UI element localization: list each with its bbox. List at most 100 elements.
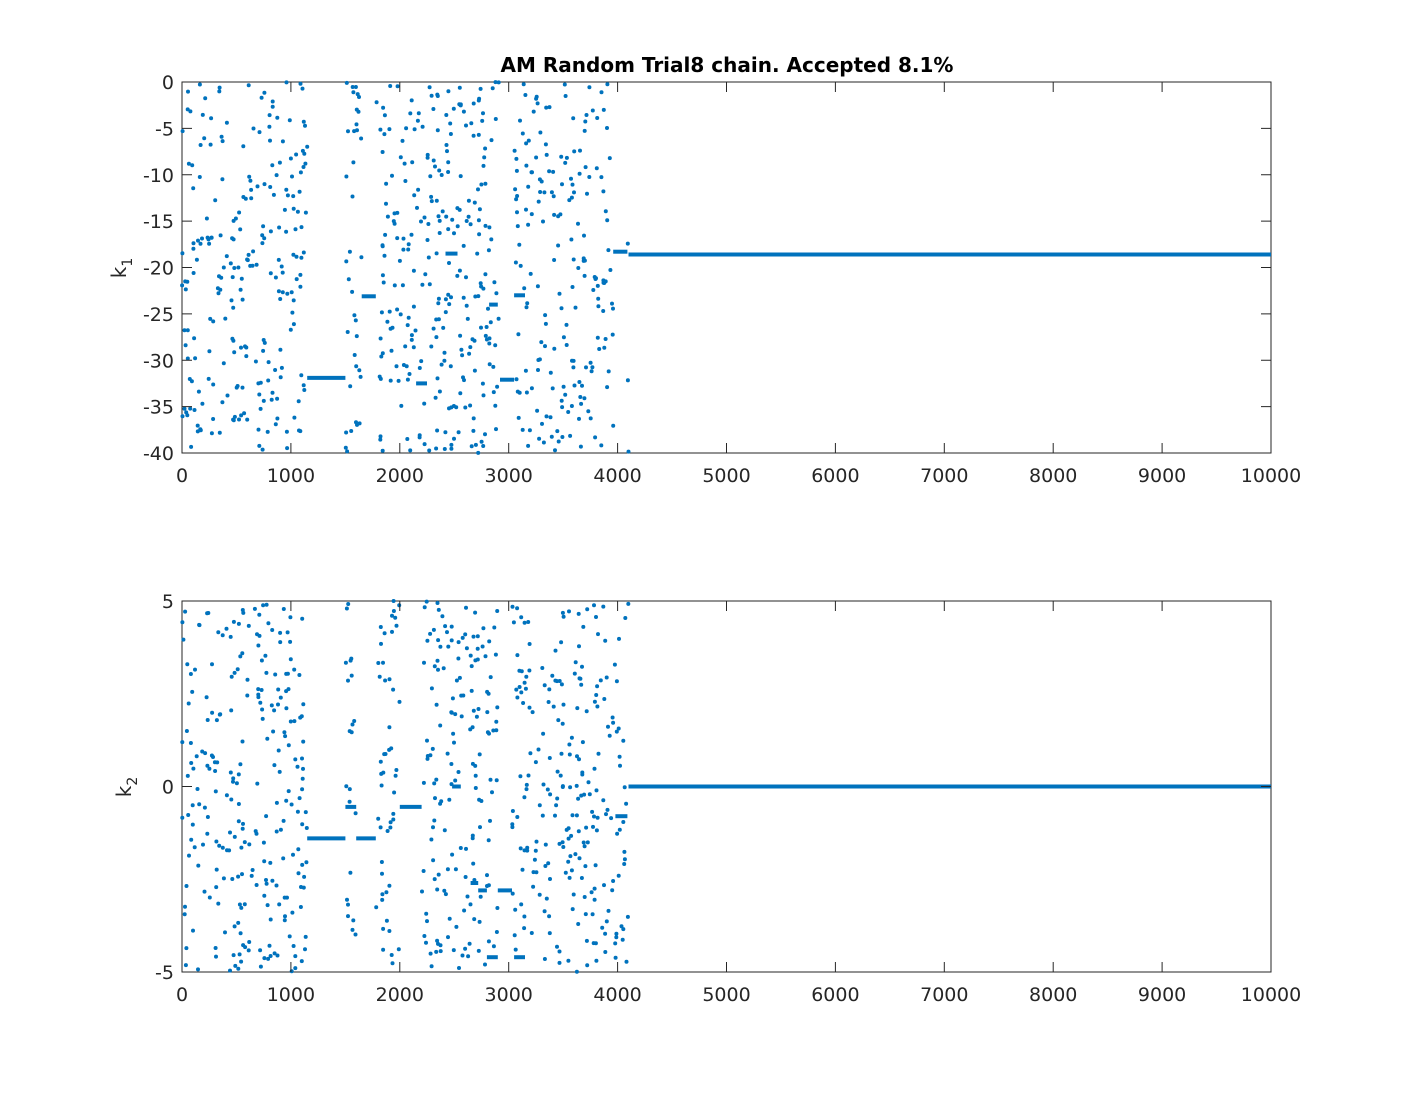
k2-point xyxy=(202,889,207,894)
k2-point xyxy=(183,904,187,909)
k1-point xyxy=(344,430,349,435)
k1-point xyxy=(289,290,294,295)
k2-point xyxy=(236,966,241,971)
k2-point xyxy=(209,753,214,758)
k2-point xyxy=(445,751,450,756)
k2-point xyxy=(495,906,500,910)
k2-point xyxy=(300,822,305,827)
k2-point xyxy=(623,616,628,620)
k1-point xyxy=(232,266,237,270)
k1-point xyxy=(605,385,610,390)
k1-point xyxy=(458,391,463,396)
k1-point xyxy=(180,414,185,419)
k2-point xyxy=(190,803,195,808)
k2-plateaus xyxy=(307,784,1271,960)
k1-point xyxy=(387,127,392,132)
k2-point xyxy=(577,856,582,861)
k2-point xyxy=(349,730,354,735)
k2-point xyxy=(197,623,202,628)
k1-point xyxy=(185,356,190,361)
k2-point xyxy=(596,632,600,637)
k1-point xyxy=(395,210,400,215)
k2-point xyxy=(589,890,594,895)
k2-point xyxy=(344,784,349,789)
k2-point xyxy=(515,606,520,611)
k1-point xyxy=(409,333,414,338)
k1-point xyxy=(531,109,536,114)
k2-point xyxy=(553,648,558,653)
k1-point xyxy=(410,160,415,165)
k1-point xyxy=(220,177,225,182)
k2-point xyxy=(213,769,218,773)
k2-point xyxy=(554,803,559,808)
k2-point xyxy=(236,802,241,806)
k1-point xyxy=(189,444,194,449)
k2-point xyxy=(606,724,610,729)
k1-point xyxy=(380,244,385,249)
k1-point xyxy=(514,197,519,202)
k1-point xyxy=(406,315,411,320)
k1-point xyxy=(585,191,589,196)
k1-point xyxy=(244,354,249,359)
k1-y-tick-label: -15 xyxy=(143,211,174,233)
k1-point xyxy=(420,124,425,129)
k1-point xyxy=(611,306,615,311)
k2-point xyxy=(254,883,259,887)
k1-point xyxy=(408,111,413,116)
k1-point xyxy=(298,81,303,86)
k2-point xyxy=(302,874,307,879)
k1-point xyxy=(275,396,280,401)
k2-point xyxy=(348,870,353,875)
k2-point xyxy=(255,781,260,786)
k2-y-tick-label: 0 xyxy=(162,777,174,799)
k1-point xyxy=(243,344,247,349)
k2-point xyxy=(428,631,433,636)
k2-point xyxy=(449,638,454,643)
k1-point xyxy=(259,95,264,100)
k2-point xyxy=(180,740,185,745)
k2-point xyxy=(202,805,207,810)
k1-point xyxy=(512,148,517,153)
k1-point xyxy=(186,161,191,166)
k1-point xyxy=(469,121,474,126)
k1-point xyxy=(415,118,420,123)
k2-point xyxy=(350,722,355,727)
k1-point xyxy=(395,307,400,312)
k2-point xyxy=(454,678,459,683)
k2-point xyxy=(265,903,270,908)
k1-point xyxy=(583,165,588,170)
k2-x-tick-label: 8000 xyxy=(1029,984,1077,1006)
k1-point xyxy=(270,390,275,395)
k1-point xyxy=(378,437,383,442)
k1-point xyxy=(579,401,584,406)
k2-point xyxy=(253,829,258,834)
k2-point xyxy=(292,667,297,672)
k1-point xyxy=(416,111,421,116)
k2-point xyxy=(577,644,581,649)
k1-point xyxy=(496,80,501,85)
k2-point xyxy=(617,827,622,832)
k1-point xyxy=(274,173,279,178)
k2-point xyxy=(429,686,434,691)
k2-point xyxy=(265,736,270,741)
k1-point xyxy=(481,444,486,448)
k1-x-tick-label: 5000 xyxy=(702,465,750,487)
k2-point xyxy=(576,796,581,801)
k1-point xyxy=(481,393,486,398)
k1-point xyxy=(381,105,386,110)
k1-point xyxy=(449,295,453,300)
k2-point xyxy=(567,742,572,747)
k2-point xyxy=(515,695,520,700)
k2-point xyxy=(443,624,448,629)
k1-point xyxy=(526,222,531,227)
k2-point xyxy=(593,863,598,868)
k1-point xyxy=(180,129,185,134)
k2-point xyxy=(428,753,433,758)
k1-point xyxy=(190,163,195,168)
k1-point xyxy=(390,325,395,330)
k2-point xyxy=(389,953,394,957)
k2-point xyxy=(180,620,185,625)
k2-point xyxy=(576,611,581,616)
k1-point xyxy=(597,347,602,351)
k2-point xyxy=(431,858,436,863)
